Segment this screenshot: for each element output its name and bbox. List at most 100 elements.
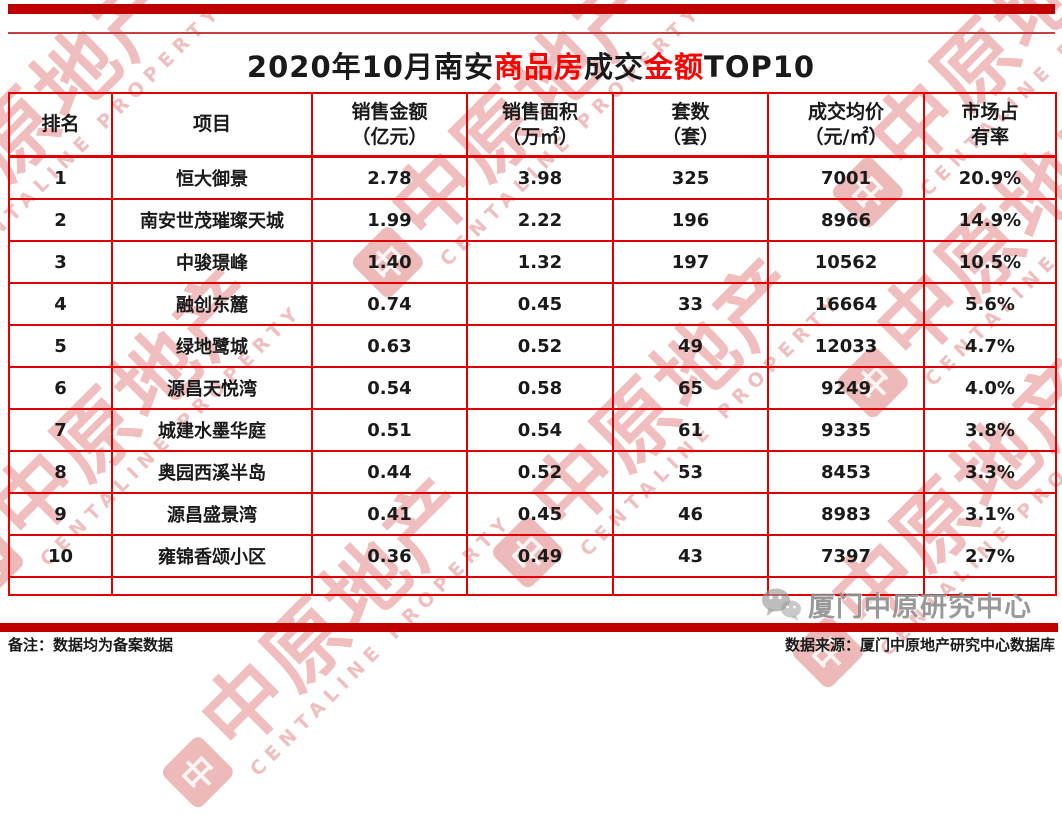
- cell-rank: 2: [8, 198, 113, 242]
- table-row: 1 恒大御景 2.78 3.98 325 7001 20.9%: [8, 155, 1057, 200]
- cell-price: 10562: [767, 240, 925, 284]
- cell-share: 4.7%: [923, 324, 1057, 368]
- cell-share: 3.8%: [923, 408, 1057, 452]
- cell-units: 53: [612, 450, 769, 494]
- cell-project: 南安世茂璀璨天城: [111, 198, 313, 242]
- cell-price: 9249: [767, 366, 925, 410]
- table-header-row: 排名 项目 销售金额 （亿元） 销售面积 （万㎡） 套数 （套） 成交均价 （元/㎡） …: [8, 92, 1057, 158]
- cell-amount: 1.99: [311, 198, 468, 242]
- cell-rank: 7: [8, 408, 113, 452]
- cell-share: 3.3%: [923, 450, 1057, 494]
- cell-share: 4.0%: [923, 366, 1057, 410]
- cell-amount: 0.44: [311, 450, 468, 494]
- cell-share: 14.9%: [923, 198, 1057, 242]
- title-segment: 成交: [584, 50, 645, 84]
- cell-area: 0.54: [466, 408, 614, 452]
- cell-project: 恒大御景: [111, 155, 313, 200]
- cell-area: 2.22: [466, 198, 614, 242]
- cell-amount: 0.41: [311, 492, 468, 536]
- cell-project: 绿地鹭城: [111, 324, 313, 368]
- cell-units: 33: [612, 282, 769, 326]
- cell-price: 7001: [767, 155, 925, 200]
- column-header-units: 套数 （套）: [612, 92, 769, 158]
- top-red-line: [8, 32, 1055, 34]
- column-header-avg-price: 成交均价 （元/㎡）: [767, 92, 925, 158]
- cell-units: 43: [612, 534, 769, 578]
- wechat-badge: 厦门中原研究中心: [760, 585, 1032, 624]
- centaline-logo-icon: 中: [159, 733, 237, 811]
- cell-amount: 0.63: [311, 324, 468, 368]
- footnote: 备注：数据均为备案数据: [8, 636, 174, 654]
- cell-project: 源昌天悦湾: [111, 366, 313, 410]
- table-row: 6 源昌天悦湾 0.54 0.58 65 9249 4.0%: [8, 366, 1057, 410]
- title-segment: TOP10: [704, 50, 816, 84]
- cell-area: 0.52: [466, 450, 614, 494]
- cell-price: 12033: [767, 324, 925, 368]
- cell-area: 0.45: [466, 282, 614, 326]
- top-red-bar: [8, 4, 1055, 14]
- table-row: 8 奥园西溪半岛 0.44 0.52 53 8453 3.3%: [8, 450, 1057, 494]
- cell-area: 0.49: [466, 534, 614, 578]
- column-header-sales-amount: 销售金额 （亿元）: [311, 92, 468, 158]
- bottom-red-bar: [0, 623, 1058, 632]
- data-source: 数据来源：厦门中原地产研究中心数据库: [784, 636, 1055, 654]
- title-segment-highlight: 金额: [644, 50, 705, 84]
- table-row: 7 城建水墨华庭 0.51 0.54 61 9335 3.8%: [8, 408, 1057, 452]
- cell-area: 1.32: [466, 240, 614, 284]
- cell-share: 3.1%: [923, 492, 1057, 536]
- wechat-icon: [762, 588, 801, 621]
- cell-units: 46: [612, 492, 769, 536]
- column-header-rank: 排名: [8, 92, 113, 158]
- cell-rank: 3: [8, 240, 113, 284]
- page-title: 2020年10月南安商品房成交金额TOP10: [0, 44, 1062, 86]
- cell-rank: 9: [8, 492, 113, 536]
- cell-area: 0.58: [466, 366, 614, 410]
- cell-price: 16664: [767, 282, 925, 326]
- wechat-account-name: 厦门中原研究中心: [808, 592, 1032, 623]
- cell-price: 8966: [767, 198, 925, 242]
- cell-project: 融创东麓: [111, 282, 313, 326]
- cell-units: 49: [612, 324, 769, 368]
- cell-rank: 4: [8, 282, 113, 326]
- cell-project: 雍锦香颂小区: [111, 534, 313, 578]
- table-row: 10 雍锦香颂小区 0.36 0.49 43 7397 2.7%: [8, 534, 1057, 578]
- title-segment: 2020年10月南安: [246, 50, 494, 84]
- cell-share: 10.5%: [923, 240, 1057, 284]
- cell-project: 城建水墨华庭: [111, 408, 313, 452]
- top10-table: 排名 项目 销售金额 （亿元） 销售面积 （万㎡） 套数 （套） 成交均价 （元/㎡） …: [8, 92, 1057, 596]
- table-row: 2 南安世茂璀璨天城 1.99 2.22 196 8966 14.9%: [8, 198, 1057, 242]
- column-header-project: 项目: [111, 92, 313, 158]
- cell-area: 0.52: [466, 324, 614, 368]
- table-row: 3 中骏璟峰 1.40 1.32 197 10562 10.5%: [8, 240, 1057, 284]
- cell-project: 中骏璟峰: [111, 240, 313, 284]
- cell-rank: 1: [8, 155, 113, 200]
- column-header-sales-area: 销售面积 （万㎡）: [466, 92, 614, 158]
- cell-share: 5.6%: [923, 282, 1057, 326]
- cell-rank: 6: [8, 366, 113, 410]
- cell-share: 20.9%: [923, 155, 1057, 200]
- column-header-market-share: 市场占 有率: [923, 92, 1057, 158]
- cell-area: 3.98: [466, 155, 614, 200]
- cell-amount: 2.78: [311, 155, 468, 200]
- cell-price: 7397: [767, 534, 925, 578]
- cell-area: 0.45: [466, 492, 614, 536]
- cell-share: 2.7%: [923, 534, 1057, 578]
- cell-units: 325: [612, 155, 769, 200]
- table-empty-row: [8, 576, 1057, 596]
- cell-amount: 0.51: [311, 408, 468, 452]
- cell-units: 197: [612, 240, 769, 284]
- cell-amount: 0.54: [311, 366, 468, 410]
- cell-project: 源昌盛景湾: [111, 492, 313, 536]
- cell-units: 61: [612, 408, 769, 452]
- cell-rank: 8: [8, 450, 113, 494]
- cell-price: 9335: [767, 408, 925, 452]
- cell-price: 8983: [767, 492, 925, 536]
- cell-amount: 0.36: [311, 534, 468, 578]
- cell-project: 奥园西溪半岛: [111, 450, 313, 494]
- cell-rank: 5: [8, 324, 113, 368]
- cell-amount: 1.40: [311, 240, 468, 284]
- cell-units: 196: [612, 198, 769, 242]
- cell-units: 65: [612, 366, 769, 410]
- table-row: 9 源昌盛景湾 0.41 0.45 46 8983 3.1%: [8, 492, 1057, 536]
- table-row: 5 绿地鹭城 0.63 0.52 49 12033 4.7%: [8, 324, 1057, 368]
